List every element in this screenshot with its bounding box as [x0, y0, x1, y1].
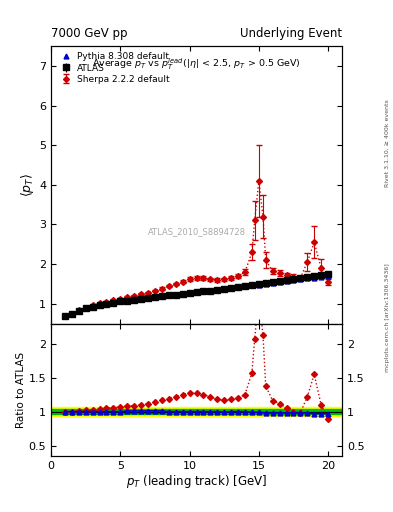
- Pythia 8.308 default: [222, 286, 226, 292]
- Bar: [51, 409, 342, 414]
- Pythia 8.308 default: [270, 280, 275, 286]
- Pythia 8.308 default: [139, 295, 143, 302]
- Pythia 8.308 default: [208, 288, 213, 294]
- Pythia 8.308 default: [173, 291, 178, 297]
- Pythia 8.308 default: [111, 300, 116, 306]
- Pythia 8.308 default: [291, 277, 296, 283]
- Pythia 8.308 default: [83, 306, 88, 312]
- Pythia 8.308 default: [201, 288, 206, 294]
- Pythia 8.308 default: [167, 292, 171, 298]
- Y-axis label: $\langle p_T \rangle$: $\langle p_T \rangle$: [19, 173, 36, 197]
- Legend: Pythia 8.308 default, ATLAS, Sherpa 2.2.2 default: Pythia 8.308 default, ATLAS, Sherpa 2.2.…: [55, 51, 172, 86]
- Pythia 8.308 default: [312, 274, 317, 281]
- Pythia 8.308 default: [62, 313, 67, 319]
- Pythia 8.308 default: [152, 294, 157, 300]
- Pythia 8.308 default: [76, 308, 81, 314]
- Pythia 8.308 default: [298, 276, 303, 282]
- Line: Pythia 8.308 default: Pythia 8.308 default: [62, 273, 331, 319]
- Pythia 8.308 default: [305, 275, 310, 282]
- Pythia 8.308 default: [90, 304, 95, 310]
- Bar: [51, 407, 342, 416]
- Pythia 8.308 default: [242, 283, 247, 289]
- Text: ATLAS_2010_S8894728: ATLAS_2010_S8894728: [147, 227, 246, 237]
- Pythia 8.308 default: [215, 287, 220, 293]
- Pythia 8.308 default: [187, 290, 192, 296]
- Pythia 8.308 default: [125, 297, 130, 303]
- Pythia 8.308 default: [160, 293, 164, 300]
- Pythia 8.308 default: [229, 285, 233, 291]
- Text: 7000 GeV pp: 7000 GeV pp: [51, 27, 128, 40]
- Y-axis label: Ratio to ATLAS: Ratio to ATLAS: [16, 352, 26, 428]
- Text: mcplots.cern.ch [arXiv:1306.3436]: mcplots.cern.ch [arXiv:1306.3436]: [385, 263, 389, 372]
- Pythia 8.308 default: [70, 311, 74, 317]
- Pythia 8.308 default: [180, 291, 185, 297]
- Text: Rivet 3.1.10, ≥ 400k events: Rivet 3.1.10, ≥ 400k events: [385, 99, 389, 187]
- Pythia 8.308 default: [236, 284, 241, 290]
- Pythia 8.308 default: [132, 296, 136, 303]
- Pythia 8.308 default: [319, 274, 323, 280]
- Pythia 8.308 default: [146, 295, 151, 301]
- Pythia 8.308 default: [118, 298, 123, 305]
- Pythia 8.308 default: [250, 283, 254, 289]
- Text: Underlying Event: Underlying Event: [240, 27, 342, 40]
- Pythia 8.308 default: [263, 281, 268, 287]
- Pythia 8.308 default: [97, 302, 102, 308]
- Pythia 8.308 default: [104, 301, 109, 307]
- Pythia 8.308 default: [326, 273, 331, 279]
- Text: Average $p_T$ vs $p_T^{lead}$(|$\eta$| < 2.5, $p_T$ > 0.5 GeV): Average $p_T$ vs $p_T^{lead}$(|$\eta$| <…: [92, 57, 301, 72]
- Pythia 8.308 default: [284, 278, 289, 284]
- Pythia 8.308 default: [277, 279, 282, 285]
- Pythia 8.308 default: [194, 289, 199, 295]
- X-axis label: $p_T$ (leading track) [GeV]: $p_T$ (leading track) [GeV]: [126, 473, 267, 490]
- Pythia 8.308 default: [257, 282, 261, 288]
